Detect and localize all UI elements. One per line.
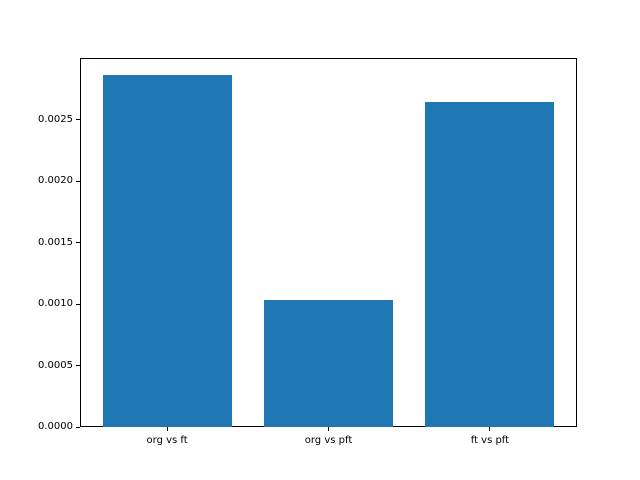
bars-layer <box>80 58 577 427</box>
y-tick-label: 0.0025 <box>38 113 73 125</box>
y-tick-label: 0.0000 <box>38 421 73 432</box>
x-tick-label: ft vs pft <box>470 435 510 446</box>
x-tick-label: org vs pft <box>304 435 353 446</box>
y-tick-label: 0.0010 <box>38 298 73 309</box>
y-tick-mark <box>76 365 80 366</box>
y-tick-mark <box>76 303 80 305</box>
bar-ft-vs-pft <box>425 102 555 427</box>
y-tick-mark <box>76 242 80 243</box>
y-tick-mark <box>76 119 80 120</box>
x-tick-mark <box>328 427 329 431</box>
x-tick-label: org vs ft <box>146 435 188 446</box>
y-axis: 0.0000 0.0005 0.0010 0.0015 0.0020 0.0025 <box>0 58 80 432</box>
y-tick-label: 0.0015 <box>38 236 73 248</box>
y-tick-label: 0.0020 <box>38 175 73 186</box>
x-tick-mark <box>489 427 491 431</box>
bar-org-vs-ft <box>102 75 232 427</box>
x-tick-mark <box>166 427 168 431</box>
y-tick-mark <box>76 426 80 428</box>
bar-org-vs-pft <box>264 300 394 427</box>
y-tick-label: 0.0005 <box>38 359 73 371</box>
y-tick-mark <box>76 180 80 182</box>
x-axis: org vs ft org vs pft ft vs pft <box>80 427 577 467</box>
